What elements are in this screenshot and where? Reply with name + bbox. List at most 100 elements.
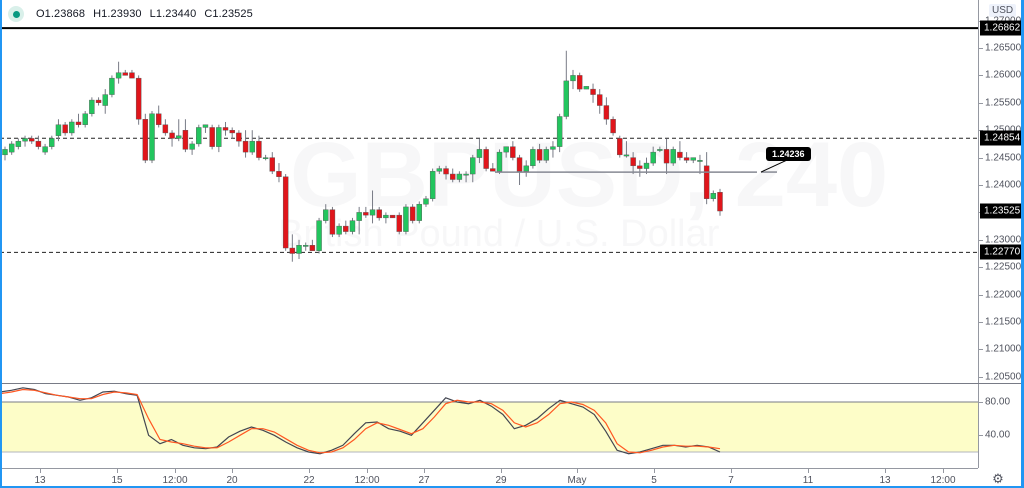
price-tick-label: 1.24000 bbox=[985, 179, 1022, 191]
candle-bear bbox=[483, 149, 489, 169]
price-tick-label: 1.23000 bbox=[985, 234, 1022, 246]
currency-label[interactable]: USD bbox=[989, 4, 1017, 17]
candle-bear bbox=[590, 88, 596, 95]
price-tick-label: 1.22500 bbox=[985, 261, 1022, 273]
candle-bear bbox=[169, 132, 175, 139]
candle-bull bbox=[476, 149, 483, 158]
candle-bull bbox=[623, 154, 630, 157]
candle-bear bbox=[229, 129, 235, 134]
frame-edge-left bbox=[0, 0, 2, 488]
candle-bull bbox=[496, 151, 503, 172]
candle-bull bbox=[303, 245, 309, 247]
candle-bull bbox=[2, 149, 8, 156]
price-tick bbox=[979, 322, 983, 323]
candle-bull bbox=[556, 116, 563, 147]
candle-bull bbox=[149, 113, 155, 161]
close-value: C1.23525 bbox=[204, 8, 253, 20]
time-label: 13 bbox=[879, 475, 891, 486]
price-tick-label: 1.25500 bbox=[985, 97, 1022, 109]
candle-bear bbox=[443, 168, 449, 175]
time-tick bbox=[943, 469, 944, 473]
candle-bear bbox=[155, 113, 162, 125]
pane-separator[interactable] bbox=[0, 383, 1021, 384]
candle-bear bbox=[717, 192, 723, 212]
time-label: 12:00 bbox=[930, 475, 956, 486]
candle-bull bbox=[216, 127, 222, 147]
time-tick bbox=[501, 469, 502, 473]
candle-bear bbox=[510, 146, 516, 158]
price-badge[interactable]: 1.23525 bbox=[980, 203, 1022, 219]
status-dot[interactable] bbox=[8, 6, 24, 22]
price-tick-label: 1.27000 bbox=[985, 15, 1021, 26]
candle-bear bbox=[677, 151, 683, 158]
candle-bear bbox=[35, 140, 42, 147]
price-tick-label: 1.24500 bbox=[985, 152, 1022, 164]
candle-bull bbox=[563, 80, 570, 117]
time-axis[interactable]: 13 15 12:00 20 22 12:00 27 29 May 5 7 11 13 12:00 bbox=[0, 468, 978, 486]
candle-bull bbox=[463, 173, 469, 176]
price-tick bbox=[979, 185, 983, 186]
indicator-tick-label: 80.00 bbox=[985, 396, 1011, 408]
low-value: L1.23440 bbox=[149, 8, 197, 20]
candle-bull bbox=[550, 146, 556, 150]
candle-bear bbox=[242, 140, 249, 153]
candle-bull bbox=[697, 160, 703, 162]
price-pane[interactable] bbox=[0, 0, 978, 468]
time-label: 27 bbox=[418, 475, 430, 486]
price-badge[interactable]: 1.24854 bbox=[980, 130, 1022, 146]
price-badge[interactable]: 1.26862 bbox=[980, 20, 1022, 36]
frame-edge-right bbox=[1021, 0, 1024, 488]
candle-bear bbox=[363, 212, 369, 216]
time-label: May bbox=[567, 475, 587, 486]
candle-bull bbox=[323, 209, 329, 221]
time-tick bbox=[232, 469, 233, 473]
price-tick bbox=[979, 239, 983, 241]
price-axis[interactable]: USD 1.270001.265001.260001.255001.250001… bbox=[978, 0, 1022, 468]
trendline-price-callout[interactable]: 1.24236 bbox=[766, 147, 811, 161]
price-tick bbox=[979, 48, 983, 49]
settings-gear-icon[interactable]: ⚙ bbox=[992, 471, 1004, 486]
candle-bull bbox=[543, 149, 549, 161]
indicator-tick bbox=[979, 435, 983, 437]
time-label: 15 bbox=[111, 475, 123, 486]
time-tick bbox=[40, 469, 41, 473]
time-label: 29 bbox=[495, 475, 507, 486]
price-badge[interactable]: 1.22770 bbox=[980, 244, 1022, 260]
time-label: 12:00 bbox=[354, 475, 380, 486]
candle-bear bbox=[129, 72, 135, 79]
candle-bear bbox=[343, 225, 349, 232]
time-label: 5 bbox=[651, 475, 657, 486]
candle-bear bbox=[289, 247, 296, 254]
candle-bull bbox=[55, 124, 62, 136]
time-tick bbox=[885, 469, 886, 473]
candle-bull bbox=[196, 127, 202, 145]
time-label: 20 bbox=[226, 475, 238, 486]
candle-bull bbox=[316, 220, 322, 251]
time-label: 7 bbox=[728, 475, 734, 486]
candle-bear bbox=[683, 157, 690, 161]
candle-bear bbox=[62, 124, 68, 134]
candle-bull bbox=[82, 113, 88, 125]
candle-bear bbox=[222, 127, 229, 131]
candle-bull bbox=[383, 214, 389, 219]
candle-bull bbox=[670, 149, 676, 164]
price-tick bbox=[979, 157, 983, 159]
candle-bull bbox=[15, 140, 22, 147]
candle-bear bbox=[630, 157, 636, 167]
candle-bull bbox=[583, 86, 590, 90]
time-label: 13 bbox=[34, 475, 46, 486]
candle-bear bbox=[75, 121, 82, 125]
candle-bull bbox=[356, 212, 362, 221]
candle-bull bbox=[657, 149, 663, 151]
candle-bull bbox=[643, 162, 650, 169]
price-tick-label: 1.22000 bbox=[985, 289, 1022, 301]
time-tick bbox=[731, 469, 732, 473]
candle-bear bbox=[409, 206, 416, 221]
candle-bull bbox=[22, 138, 28, 142]
candle-bull bbox=[249, 140, 255, 153]
candle-bull bbox=[503, 146, 509, 153]
candle-bear bbox=[597, 94, 603, 106]
candle-bear bbox=[490, 168, 496, 172]
price-tick-label: 1.21000 bbox=[985, 343, 1022, 355]
